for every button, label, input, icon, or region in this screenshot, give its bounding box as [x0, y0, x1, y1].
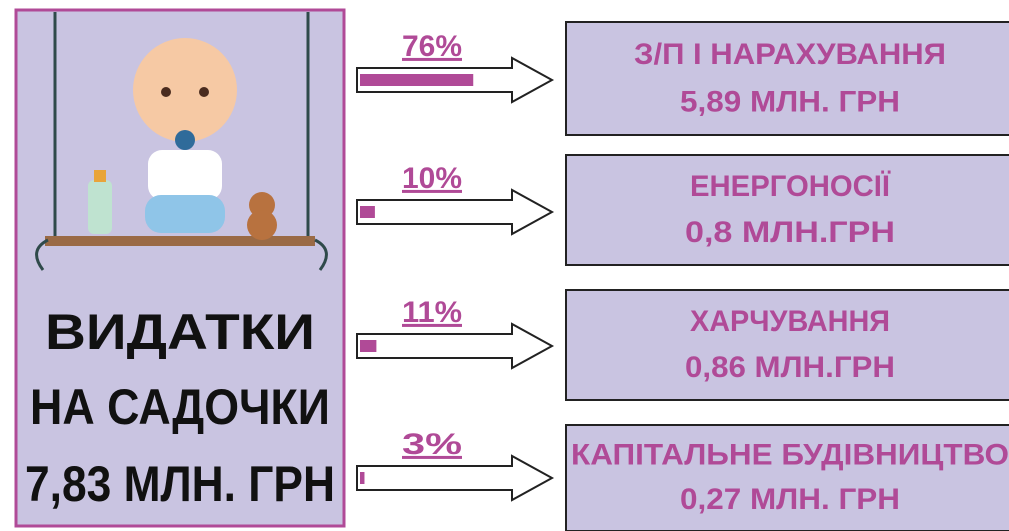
page: ВИДАТКИ НА САДОЧКИ 7,83 МЛН. ГРН 76% З/П … [0, 0, 1009, 531]
share-bar [360, 74, 473, 86]
item-name: ЕНЕРГОНОСІЇ [690, 170, 891, 203]
arrow-outline [357, 324, 552, 368]
item-amount: 0,8 МЛН.ГРН [685, 216, 895, 249]
item-name: ХАРЧУВАННЯ [690, 305, 890, 338]
arrow-outline [357, 190, 552, 234]
share-bar [360, 472, 364, 484]
item-amount: 0,27 МЛН. ГРН [680, 483, 900, 516]
panel-total: 7,83 МЛН. ГРН [25, 456, 335, 512]
arrow-outline [357, 456, 552, 500]
share-label: 11% [402, 296, 462, 329]
item-amount: 0,86 МЛН.ГРН [685, 351, 895, 384]
share-label: 76% [402, 30, 462, 63]
item-name: З/П І НАРАХУВАННЯ [634, 38, 946, 71]
share-bar [360, 206, 375, 218]
item-name: КАПІТАЛЬНЕ БУДІВНИЦТВО [571, 439, 1009, 472]
panel-title-line: НА САДОЧКИ [30, 379, 330, 435]
infographic: ВИДАТКИ НА САДОЧКИ 7,83 МЛН. ГРН 76% З/П … [0, 0, 1009, 531]
item-amount: 5,89 МЛН. ГРН [680, 85, 900, 118]
share-label: 10% [402, 162, 462, 195]
share-label: 3% [402, 428, 462, 461]
share-bar [360, 340, 376, 352]
panel-title-line: ВИДАТКИ [45, 304, 315, 360]
